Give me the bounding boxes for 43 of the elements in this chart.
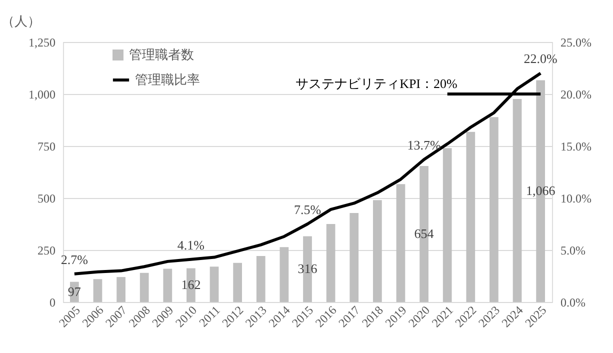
bar	[116, 277, 126, 302]
data-label: 2.7%	[60, 252, 88, 267]
y2-tick-label: 5.0%	[560, 244, 586, 258]
legend-label: 管理職比率	[135, 72, 200, 87]
bar	[512, 98, 522, 302]
bar	[350, 212, 359, 302]
bar	[280, 247, 289, 302]
y2-tick-label: 15.0%	[560, 140, 592, 154]
data-label: 4.1%	[177, 237, 205, 252]
bar	[466, 132, 476, 302]
bar	[442, 148, 452, 302]
bar	[233, 262, 242, 302]
x-tick-label: 2011	[196, 303, 223, 330]
bar	[210, 266, 219, 302]
bar	[490, 117, 498, 302]
data-label: 7.5%	[294, 202, 322, 217]
y-tick-label: 500	[38, 192, 56, 206]
data-label: 162	[181, 277, 201, 292]
bar	[163, 268, 172, 302]
y-axis-title: （人）	[2, 14, 40, 28]
y-tick-label: 1,000	[28, 88, 56, 102]
y2-tick-label: 0.0%	[560, 296, 586, 310]
bar	[326, 224, 336, 302]
y2-tick-label: 10.0%	[560, 192, 592, 206]
data-label: 13.7%	[407, 138, 441, 153]
data-label: 654	[414, 226, 434, 241]
y-tick-label: 250	[38, 244, 56, 258]
bar	[93, 279, 102, 302]
bar	[256, 256, 266, 302]
y-tick-label: 1,250	[28, 36, 56, 50]
bar	[372, 200, 382, 302]
data-label: 22.0%	[524, 51, 558, 66]
y-tick-label: 0	[50, 296, 56, 310]
data-label: 316	[298, 261, 318, 276]
bar	[396, 184, 406, 302]
y2-tick-label: 25.0%	[560, 36, 592, 50]
data-label: 97	[68, 284, 82, 299]
bar	[140, 272, 149, 302]
y2-tick-label: 20.0%	[560, 88, 592, 102]
y-tick-label: 750	[38, 140, 56, 154]
data-label: 1,066	[526, 183, 556, 198]
ref-line-label: サステナビリティKPI：20%	[296, 76, 458, 91]
legend-label: 管理職者数	[129, 47, 194, 62]
